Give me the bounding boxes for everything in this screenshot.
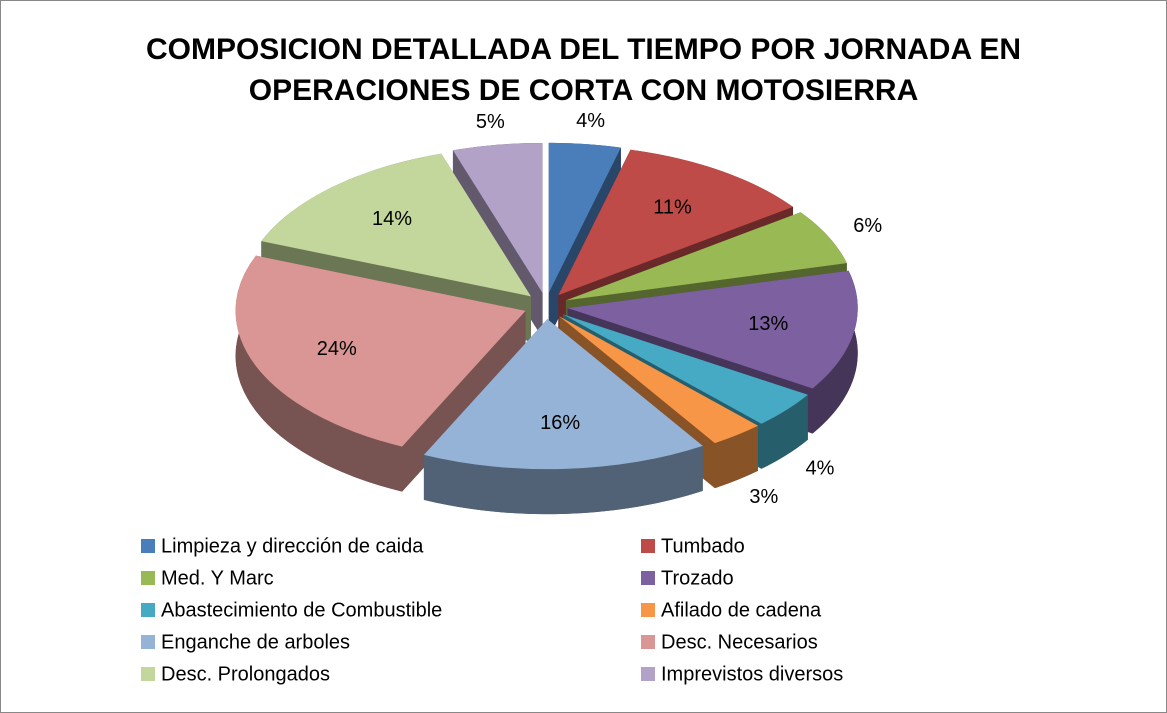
slice xyxy=(559,316,759,444)
data-label: 16% xyxy=(540,412,580,434)
data-label: 4% xyxy=(805,458,834,480)
data-label: 24% xyxy=(317,338,357,360)
slice xyxy=(567,270,858,389)
legend-label: Imprevistos diversos xyxy=(661,663,843,685)
slice-wall xyxy=(235,255,403,492)
legend-swatch xyxy=(641,635,655,649)
chart-title: COMPOSICION DETALLADA DEL TIEMPO POR JOR… xyxy=(145,33,1022,107)
legend-swatch xyxy=(141,667,155,681)
legend-swatch xyxy=(641,539,655,553)
legend-swatch xyxy=(141,539,155,553)
slice xyxy=(452,142,543,293)
legend-label: Tumbado xyxy=(661,535,745,557)
data-label: 5% xyxy=(476,111,505,133)
slice-wall xyxy=(423,445,703,515)
slice-wall xyxy=(761,394,808,469)
slice xyxy=(562,314,808,424)
legend-swatch xyxy=(641,571,655,585)
data-label: 14% xyxy=(372,208,412,230)
slice xyxy=(548,142,621,293)
legend-label: Med. Y Marc xyxy=(161,567,274,589)
legend-label: Trozado xyxy=(661,567,734,589)
legend-label: Afilado de cadena xyxy=(661,599,822,621)
data-label: 4% xyxy=(576,110,605,132)
legend-label: Abastecimiento de Combustible xyxy=(161,599,442,621)
slice xyxy=(423,319,703,470)
slice xyxy=(235,255,526,447)
legend-label: Enganche de arboles xyxy=(161,631,350,653)
data-label: 3% xyxy=(749,486,778,508)
slice-wall xyxy=(714,425,759,489)
legend-swatch xyxy=(141,635,155,649)
slice-group xyxy=(235,255,526,492)
legend-label: Limpieza y dirección de caida xyxy=(161,535,424,557)
data-label: 6% xyxy=(853,215,882,237)
data-label: 13% xyxy=(748,313,788,335)
legend-label: Desc. Prolongados xyxy=(161,663,330,685)
slice-group xyxy=(423,319,703,515)
legend-swatch xyxy=(641,603,655,617)
data-label: 11% xyxy=(653,197,692,219)
legend-label: Desc. Necesarios xyxy=(661,631,818,653)
slice xyxy=(565,212,847,301)
slice xyxy=(261,153,531,297)
legend-swatch xyxy=(141,603,155,617)
legend-swatch xyxy=(641,667,655,681)
slice-wall xyxy=(812,270,858,434)
legend-swatch xyxy=(141,571,155,585)
slice xyxy=(558,149,793,296)
